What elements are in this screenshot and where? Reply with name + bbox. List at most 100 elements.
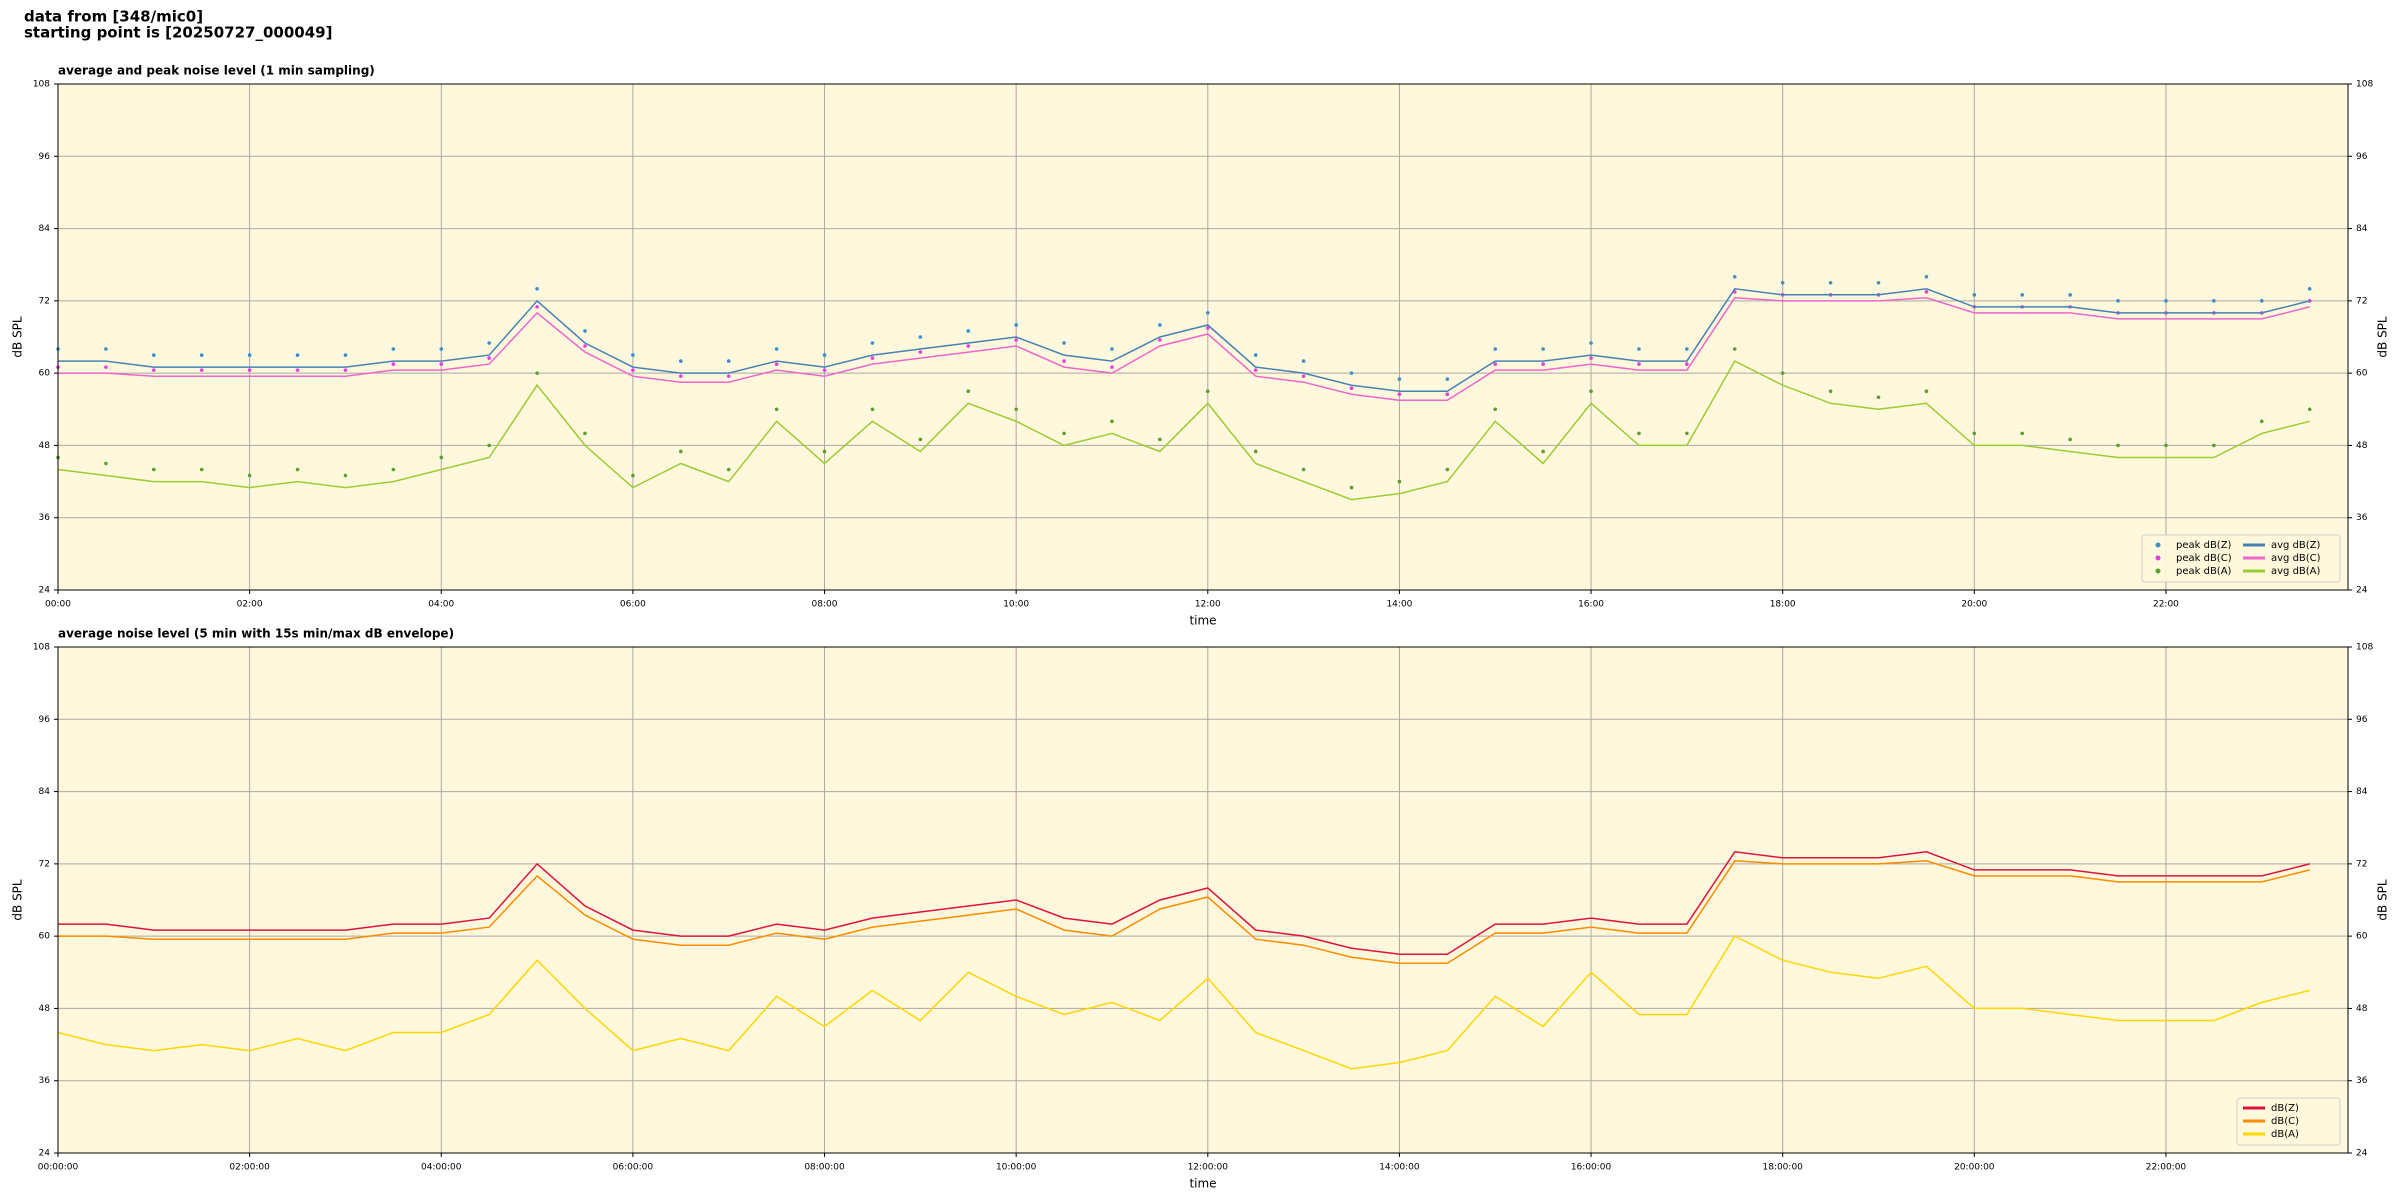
y-tick-label: 108: [2356, 80, 2373, 90]
y-tick-label: 36: [39, 513, 51, 523]
peak-point: [1110, 365, 1114, 369]
x-tick-label: 04:00:00: [421, 1163, 462, 1173]
peak-point: [439, 455, 444, 460]
x-tick-label: 14:00:00: [1379, 1163, 1420, 1173]
peak-point: [152, 353, 156, 357]
plot-area: [58, 84, 2348, 590]
peak-point: [343, 368, 348, 372]
y-tick-label: 24: [2356, 586, 2368, 596]
x-tick-label: 10:00:00: [996, 1163, 1037, 1173]
x-tick-label: 04:00: [428, 600, 454, 610]
peak-point: [679, 359, 683, 363]
x-tick-label: 18:00:00: [1762, 1163, 1803, 1173]
legend-marker: [2155, 555, 2161, 561]
peak-point: [726, 467, 731, 472]
peak-point: [2164, 299, 2168, 303]
legend-label: avg dB(A): [2271, 566, 2321, 577]
peak-point: [535, 305, 539, 309]
x-tick-label: 16:00:00: [1571, 1163, 1612, 1173]
peak-point: [247, 353, 252, 357]
legend-label: dB(A): [2271, 1129, 2299, 1140]
x-tick-label: 10:00: [1003, 600, 1029, 610]
peak-point: [1637, 347, 1641, 351]
y-tick-label: 36: [39, 1076, 51, 1086]
peak-point: [1589, 341, 1593, 345]
y-tick-label: 96: [2356, 152, 2368, 162]
legend-label: dB(C): [2271, 1116, 2299, 1127]
peak-point: [631, 473, 635, 478]
peak-point: [295, 467, 300, 472]
x-axis-label: time: [1189, 614, 1216, 628]
peak-point: [1062, 341, 1066, 345]
peak-point: [631, 353, 635, 357]
peak-point: [295, 353, 300, 357]
x-tick-label: 20:00:00: [1954, 1163, 1995, 1173]
peak-point: [1972, 293, 1977, 297]
peak-point: [1301, 467, 1306, 472]
peak-point: [1541, 449, 1545, 454]
peak-point: [343, 353, 348, 357]
peak-point: [199, 353, 204, 357]
peak-point: [1253, 368, 1258, 372]
peak-point: [104, 365, 108, 369]
plot-frame: [57, 646, 2349, 1154]
series-line: [58, 297, 2310, 402]
legend-label: peak dB(A): [2176, 566, 2232, 577]
legend-label: avg dB(C): [2271, 553, 2321, 564]
x-tick-label: 18:00: [1770, 600, 1796, 610]
peak-point: [1014, 407, 1018, 412]
y-tick-label: 48: [39, 441, 51, 451]
y-tick-label: 108: [33, 643, 50, 653]
peak-point: [439, 362, 444, 366]
peak-point: [1253, 353, 1258, 357]
legend-label: dB(Z): [2271, 1103, 2299, 1114]
peak-point: [1349, 371, 1354, 375]
legend-label: avg dB(Z): [2271, 540, 2321, 551]
chart-title: average and peak noise level (1 min samp…: [58, 64, 375, 78]
peak-point: [822, 449, 827, 454]
peak-point: [2116, 443, 2120, 448]
y-tick-label: 84: [39, 224, 51, 234]
x-tick-label: 02:00:00: [229, 1163, 270, 1173]
y-tick-label: 72: [39, 296, 50, 306]
y-tick-label: 24: [39, 1149, 51, 1159]
peak-point: [1828, 280, 1833, 285]
y-tick-label: 60: [39, 369, 51, 379]
peak-point: [1349, 485, 1354, 490]
series-line: [57, 360, 2310, 501]
peak-point: [1637, 431, 1641, 436]
y-axis-label: dB SPL: [2376, 879, 2390, 921]
peak-point: [1589, 356, 1593, 360]
peak-point: [487, 356, 491, 360]
peak-point: [2212, 443, 2216, 448]
peak-point: [1158, 323, 1162, 327]
peak-point: [1541, 362, 1545, 366]
peak-point: [1685, 362, 1689, 366]
peak-point: [918, 437, 923, 442]
peak-point: [1541, 347, 1545, 351]
peak-point: [1397, 392, 1402, 397]
peak-point: [726, 374, 731, 378]
peak-point: [774, 362, 779, 366]
peak-point: [1876, 280, 1881, 285]
y-axis-label: dB SPL: [11, 879, 25, 921]
y-axis-label: dB SPL: [2376, 316, 2390, 358]
legend-label: peak dB(C): [2176, 553, 2232, 564]
peak-point: [1589, 389, 1593, 394]
peak-point: [583, 344, 587, 348]
peak-point: [966, 389, 971, 394]
peak-point: [1205, 311, 1210, 315]
peak-point: [1062, 431, 1066, 436]
peak-point: [487, 443, 491, 448]
x-axis-label: time: [1189, 1177, 1216, 1191]
peak-point: [2307, 287, 2312, 291]
header-line: starting point is [20250727_000049]: [24, 24, 332, 42]
peak-point: [391, 347, 396, 351]
peak-point: [2020, 431, 2025, 436]
peak-point: [1110, 419, 1114, 424]
peak-point: [1780, 371, 1785, 375]
peak-point: [822, 353, 827, 357]
peak-point: [918, 350, 923, 354]
peak-point: [918, 335, 923, 339]
peak-point: [1685, 431, 1689, 436]
